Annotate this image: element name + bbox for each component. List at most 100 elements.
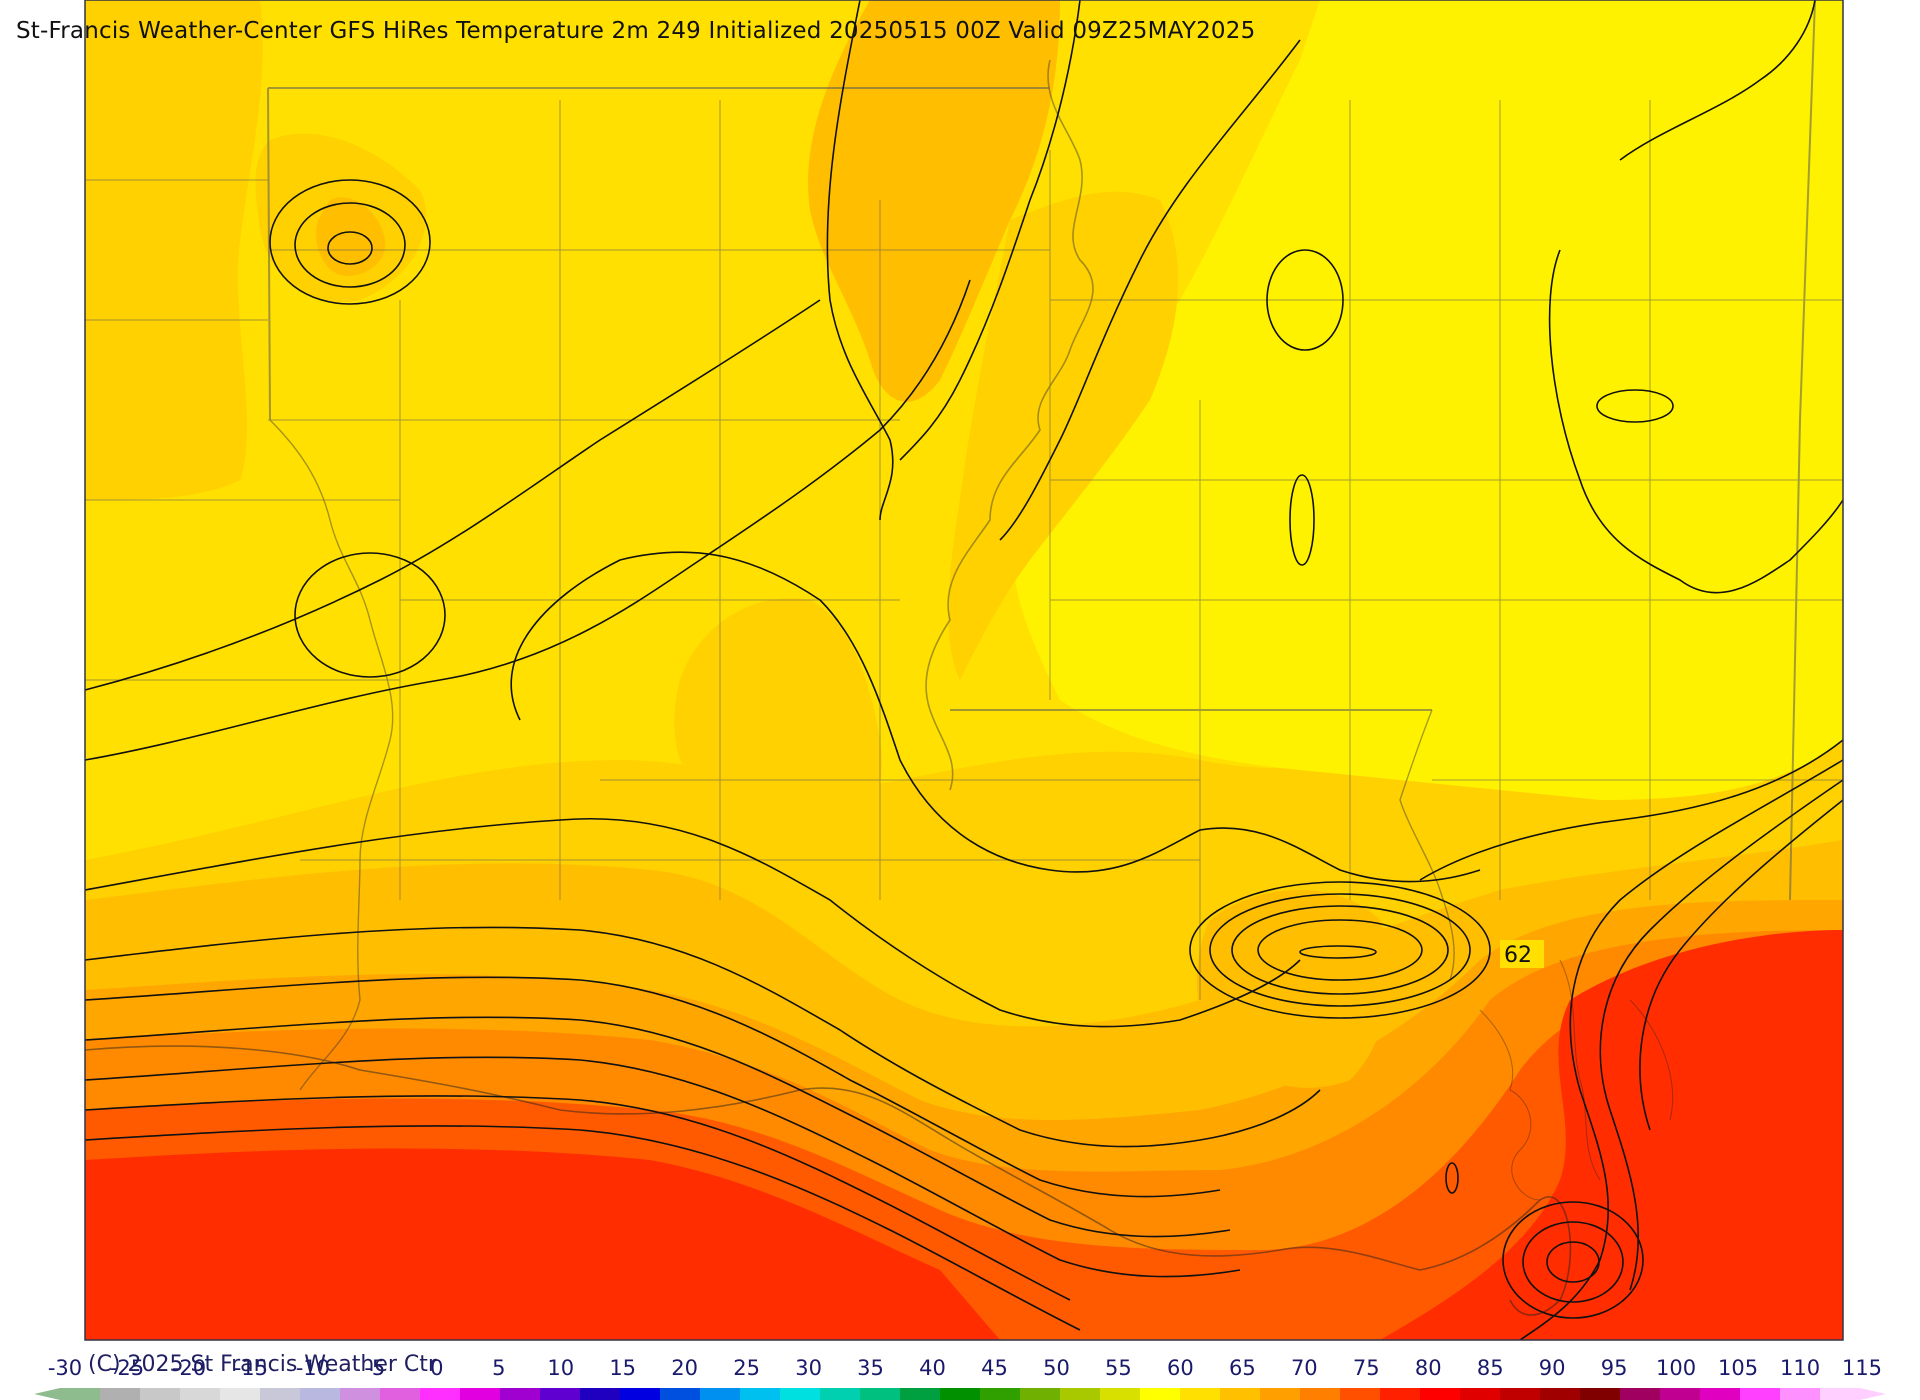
colorbar-swatch xyxy=(500,1388,541,1400)
contour-line-19 xyxy=(1639,799,1844,1131)
colorbar-swatch xyxy=(180,1388,221,1400)
contour-closed-la-1 xyxy=(1189,881,1491,1019)
map-frame xyxy=(84,0,1844,1341)
contour-line-17 xyxy=(1519,759,1844,1341)
contour-closed-nw-outer xyxy=(269,179,431,305)
colorbar-swatch xyxy=(140,1388,181,1400)
temperature-colorbar: -30 -25 -20 -15 -10 -5 0 5 10 15 20 25 30 35 40 45 50 55 6… xyxy=(34,1356,1886,1400)
colorbar-tick-label: 10 xyxy=(547,1356,574,1380)
contour-closed-la-5 xyxy=(1299,945,1377,959)
colorbar-tick-labels: -30 -25 -20 -15 -10 -5 0 5 10 15 20 25 30 35 40 45 50 55 6… xyxy=(48,1356,1882,1380)
colorbar-tick-label: 30 xyxy=(795,1356,822,1380)
contour-line-18 xyxy=(1599,779,1844,1291)
colorbar-swatch xyxy=(900,1388,941,1400)
colorbar-tick-label: 65 xyxy=(1229,1356,1256,1380)
contour-label-bg xyxy=(1500,940,1544,968)
contour-line-5 xyxy=(84,1056,1241,1278)
colorbar-tick-label: 45 xyxy=(981,1356,1008,1380)
coastline xyxy=(84,1045,1572,1316)
fill-red-orange-east xyxy=(1380,930,1843,1340)
contour-closed-la-3 xyxy=(1231,905,1449,995)
colorbar-swatch xyxy=(1620,1388,1661,1400)
colorbar-swatch xyxy=(60,1388,101,1400)
contour-closed-delta-1 xyxy=(1502,1201,1644,1319)
mississippi-river xyxy=(925,59,1094,791)
colorbar-tick-label: 105 xyxy=(1718,1356,1758,1380)
colorbar-swatch xyxy=(100,1388,141,1400)
fill-yellow-dark-river xyxy=(948,191,1179,680)
colorbar-swatch xyxy=(740,1388,781,1400)
fill-red-orange-core xyxy=(85,1148,1000,1340)
colorbar-tick-label: 60 xyxy=(1167,1356,1194,1380)
contour-closed-al-small xyxy=(1596,389,1674,423)
colorbar-tick-label: 75 xyxy=(1353,1356,1380,1380)
colorbar-swatch xyxy=(620,1388,661,1400)
fill-amber-louisiana-lobe xyxy=(1196,890,1390,1088)
contour-closed-la-4 xyxy=(1257,919,1423,981)
contour-line-3 xyxy=(84,976,1221,1198)
map-title: St-Francis Weather-Center GFS HiRes Temp… xyxy=(16,18,1256,44)
colorbar-tick-label: 80 xyxy=(1415,1356,1442,1380)
colorbar-tick-label: 100 xyxy=(1656,1356,1696,1380)
colorbar-swatch xyxy=(1340,1388,1381,1400)
contour-line-4 xyxy=(84,1016,1231,1238)
fill-amber-north-tongue xyxy=(808,0,1060,402)
colorbar-swatch xyxy=(540,1388,581,1400)
contour-closed-west-ring xyxy=(294,552,446,678)
colorbar-swatch xyxy=(860,1388,901,1400)
contour-closed-small-south xyxy=(1445,1162,1459,1194)
colorbar-tick-label: -10 xyxy=(296,1356,330,1380)
colorbar-tick-label: 0 xyxy=(430,1356,443,1380)
colorbar-swatch xyxy=(1820,1388,1861,1400)
colorbar-swatch xyxy=(1220,1388,1261,1400)
colorbar-swatch xyxy=(420,1388,461,1400)
colorbar-swatch xyxy=(1300,1388,1341,1400)
colorbar-swatch xyxy=(980,1388,1021,1400)
colorbar-tick-label: 115 xyxy=(1842,1356,1882,1380)
colorbar-swatch xyxy=(1700,1388,1741,1400)
colorbar-swatch xyxy=(1380,1388,1421,1400)
colorbar-swatch xyxy=(940,1388,981,1400)
colorbar-tick-label: 95 xyxy=(1601,1356,1628,1380)
contour-line-2 xyxy=(84,926,1321,1148)
colorbar-tick-label: 25 xyxy=(733,1356,760,1380)
colorbar-tick-label: 90 xyxy=(1539,1356,1566,1380)
colorbar-tick-label: -25 xyxy=(110,1356,144,1380)
colorbar-swatch xyxy=(1540,1388,1581,1400)
colorbar-tick-label: 40 xyxy=(919,1356,946,1380)
colorbar-swatch xyxy=(220,1388,261,1400)
colorbar-swatch xyxy=(580,1388,621,1400)
colorbar-swatch xyxy=(1500,1388,1541,1400)
colorbar-swatch xyxy=(1020,1388,1061,1400)
contour-line-14 xyxy=(1548,249,1844,594)
contour-line-11 xyxy=(826,0,894,521)
pearl-river-east xyxy=(1399,709,1455,981)
contour-line-15 xyxy=(1619,0,1816,161)
contour-closed-delta-2 xyxy=(1522,1221,1624,1303)
coastline-marsh xyxy=(1479,959,1674,1201)
contour-line-1 xyxy=(84,817,1301,1028)
colorbar-swatch xyxy=(1580,1388,1621,1400)
colorbar-tick-label: 15 xyxy=(609,1356,636,1380)
contour-line-12 xyxy=(899,0,1081,461)
contour-closed-ms-mid xyxy=(1289,474,1315,566)
colorbar-swatch xyxy=(1740,1388,1781,1400)
contour-closed-nw-inner xyxy=(327,231,373,265)
colorbar-swatch xyxy=(340,1388,381,1400)
colorbar-swatch xyxy=(460,1388,501,1400)
red-river-west xyxy=(269,419,394,1091)
colorbar-swatch xyxy=(820,1388,861,1400)
colorbar-tick-label: -30 xyxy=(48,1356,82,1380)
contour-line-10 xyxy=(510,551,1481,883)
colorbar-tick-label: 85 xyxy=(1477,1356,1504,1380)
colorbar-tick-label: 110 xyxy=(1780,1356,1820,1380)
colorbar-swatch xyxy=(660,1388,701,1400)
colorbar-swatch xyxy=(1660,1388,1701,1400)
contour-closed-nw-mid xyxy=(294,202,406,288)
contour-closed-ms-north xyxy=(1266,249,1344,351)
colorbar-tick-label: -15 xyxy=(234,1356,268,1380)
colorbar-swatch xyxy=(380,1388,421,1400)
colorbar-tick-label: 70 xyxy=(1291,1356,1318,1380)
colorbar-swatch xyxy=(1780,1388,1821,1400)
